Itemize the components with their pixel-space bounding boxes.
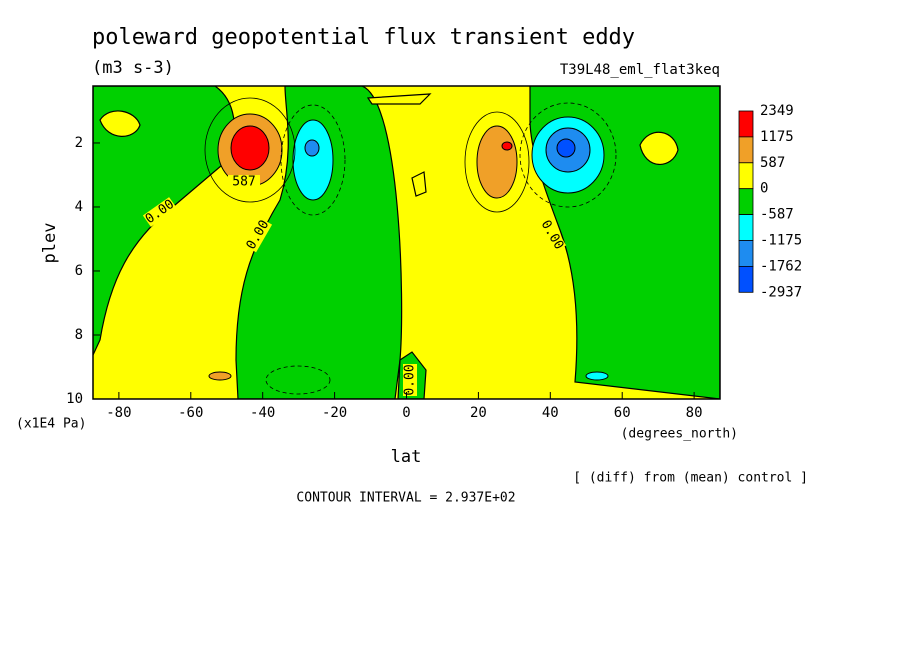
x-tick-label: -80 [106,405,131,421]
y-tick-label: 8 [75,327,83,343]
y-axis-label: plev [40,223,60,264]
colorbar-box [738,162,754,190]
region [292,119,334,201]
contour-label-bg [403,364,417,396]
x-tick-label: -60 [178,405,203,421]
colorbar-box [738,265,754,293]
colorbar-label: 587 [760,155,785,171]
y-tick-label: 4 [75,199,83,215]
region [304,139,320,157]
colorbar-label: 2349 [760,103,794,119]
region [411,171,427,197]
contour-label: 587 [232,175,255,190]
fills [93,86,720,399]
region [501,141,513,151]
region [476,125,518,199]
contour-line [280,104,346,216]
colorbar-label: 0 [760,181,768,197]
contour-line [519,102,617,208]
x-tick-label: 20 [470,405,487,421]
colorbar-box [738,136,754,164]
x-tick-label: 80 [686,405,703,421]
contour-interval: CONTOUR INTERVAL = 2.937E+02 [296,491,515,506]
colorbar-label: 1175 [760,129,794,145]
contour-label-bg [243,217,273,253]
region [230,125,270,171]
x-tick-label: 40 [542,405,559,421]
run-label: T39L48_eml_flat3keq [560,62,720,78]
x-axis-label: lat [391,447,422,467]
colorbar-box [738,110,754,138]
y-tick-label: 2 [75,135,83,151]
contour-line [265,365,331,395]
colorbar-box [738,188,754,215]
x-tick-label: 0 [402,405,410,421]
x-tick-label: -40 [250,405,275,421]
colorbar-label: -1762 [760,258,802,274]
note: [ (diff) from (mean) control ] [573,471,808,486]
y-tick-label: 10 [66,391,83,407]
colorbar-label: -1175 [760,233,802,249]
region [235,86,403,399]
units: (m3 s-3) [92,58,174,78]
colorbar-label: -2937 [760,284,802,300]
region [585,371,609,381]
x-units: (degrees_north) [621,427,738,442]
y-units: (x1E4 Pa) [16,417,86,432]
x-tick-label: -20 [322,405,347,421]
contour-line [464,111,530,213]
chart-title: poleward geopotential flux transient edd… [92,25,635,50]
region [208,371,232,381]
region [556,138,576,158]
colorbar-box [738,214,754,241]
x-tick-label: 60 [614,405,631,421]
colorbar-label: -587 [760,207,794,223]
region [99,110,141,137]
region [639,131,679,165]
contour-line [204,97,296,203]
colorbar-box [738,240,754,267]
y-tick-label: 6 [75,263,83,279]
region [366,93,432,105]
contour-label-bg [228,175,260,189]
contour-label: 0.00 [403,364,418,395]
contour-label-bg [142,197,178,227]
contour-label-bg [537,217,567,253]
